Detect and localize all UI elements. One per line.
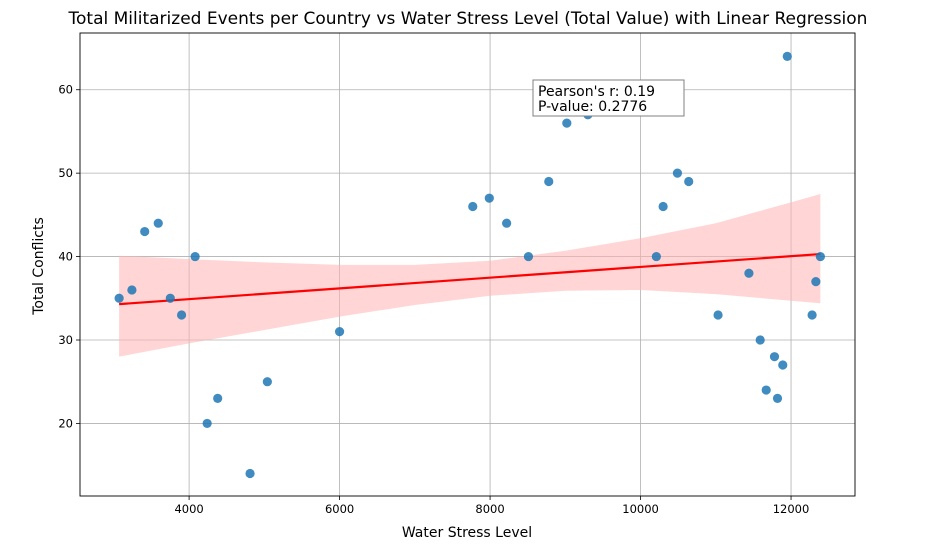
x-tick-label: 12000 <box>773 502 810 516</box>
y-tick-label: 30 <box>58 333 73 347</box>
data-point <box>523 251 534 262</box>
y-tick-label: 20 <box>58 416 73 430</box>
data-points <box>114 51 825 479</box>
x-tick-label: 4000 <box>174 502 203 516</box>
data-point <box>213 393 223 403</box>
data-point <box>744 268 754 278</box>
data-point <box>672 168 683 178</box>
data-point <box>114 293 124 303</box>
pearson-r-text: Pearson's r: 0.19 <box>538 84 655 100</box>
x-axis-label: Water Stress Level <box>402 525 532 541</box>
data-point <box>755 335 765 345</box>
annotation-box-frame <box>532 79 685 117</box>
data-point <box>811 277 821 287</box>
data-point <box>761 385 771 395</box>
data-point <box>176 310 187 320</box>
data-point <box>651 251 661 262</box>
data-point <box>202 418 212 429</box>
data-point <box>562 118 572 128</box>
data-point <box>153 218 163 228</box>
data-point <box>484 193 494 203</box>
data-point <box>815 251 825 262</box>
regression-line <box>119 252 821 306</box>
y-tick-label: 40 <box>58 250 73 264</box>
x-tick-label: 6000 <box>325 502 354 516</box>
x-tick-label: 10000 <box>622 502 659 516</box>
data-point <box>658 201 668 212</box>
confidence-band <box>119 194 821 357</box>
data-point <box>190 251 200 262</box>
data-point <box>245 468 255 479</box>
data-point <box>778 360 788 370</box>
y-tick-label: 60 <box>58 83 73 97</box>
correlation-annotation: Pearson's r: 0.19 P-value: 0.2776 <box>532 79 685 117</box>
y-tick-label: 50 <box>58 166 73 180</box>
y-axis-label: Total Conflicts <box>31 217 47 316</box>
data-point <box>468 201 478 212</box>
confidence-band-layer <box>119 194 821 357</box>
data-point <box>684 176 694 187</box>
plot-area-frame <box>79 32 856 497</box>
chart-title: Total Militarized Events per Country vs … <box>68 9 868 29</box>
data-point <box>544 176 554 187</box>
data-point <box>127 285 137 295</box>
x-axis-ticks: 4000 6000 8000 10000 12000 <box>174 496 809 516</box>
data-point <box>165 293 175 303</box>
data-point <box>772 393 783 403</box>
data-point <box>769 352 780 362</box>
data-point <box>807 310 817 320</box>
data-point <box>502 218 512 228</box>
data-point <box>140 226 150 237</box>
y-axis-ticks: 20 30 40 50 60 <box>58 83 80 430</box>
data-point <box>262 377 272 387</box>
data-point <box>713 310 723 320</box>
data-point <box>334 327 345 337</box>
p-value-text: P-value: 0.2776 <box>538 99 647 115</box>
x-tick-label: 8000 <box>475 502 504 516</box>
data-point <box>782 51 792 61</box>
regression-line-layer <box>119 252 821 306</box>
